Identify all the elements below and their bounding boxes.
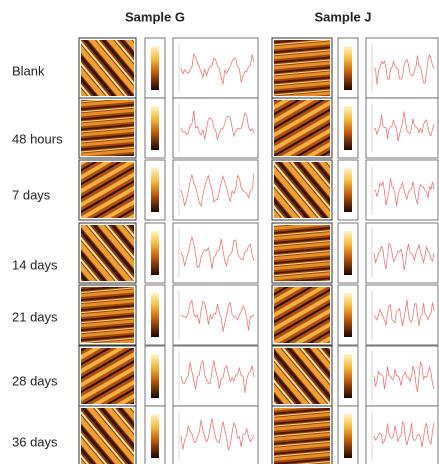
afm-image [274,408,330,464]
profile-frame [172,159,259,221]
row-label: 36 days [12,434,58,449]
profile-line [180,418,255,451]
row: 48 hours [12,97,439,159]
afm-image [274,348,330,404]
colorbar [151,231,159,275]
row-label: Blank [12,63,45,78]
profile-line [373,242,435,271]
column-header: Sample G [125,9,185,24]
row-label: 14 days [12,257,58,272]
rows: Blank 48 hours 7 days 14 days 21 days 28 days… [12,37,439,464]
profile-line [180,359,255,394]
colorbar [344,46,352,90]
column-header: Sample J [314,9,371,24]
profile-frame [172,405,259,464]
row-label: 48 hours [12,131,63,146]
profile-line [180,299,255,332]
afm-image [81,287,134,343]
colorbar [151,293,159,337]
afm-image [274,225,330,281]
row-label: 21 days [12,309,58,324]
profile-line [373,420,435,448]
afm-image [81,162,134,218]
profile-line [373,111,435,142]
colorbar [151,46,159,90]
afm-image [81,348,134,404]
afm-image [274,40,330,96]
profile-line [180,52,255,85]
row-label: 28 days [12,373,58,388]
profile-frame [365,37,439,99]
profile-line [373,178,435,207]
colorbar [344,354,352,398]
profile-line [180,235,255,270]
colorbar [344,231,352,275]
colorbar [344,168,352,212]
profile-frame [172,284,259,346]
afm-image [274,287,330,343]
profile-frame [365,405,439,464]
row: 7 days [12,159,439,221]
profile-line [373,361,435,393]
row: Blank [12,37,439,99]
afm-image [81,408,134,464]
profile-frame [172,97,259,159]
afm-image [81,100,134,156]
profile-line [180,110,255,140]
afm-image [274,162,330,218]
profile-frame [365,284,439,346]
colorbar [151,414,159,458]
profile-line [180,173,255,207]
profile-line [373,53,435,85]
row: 36 days [12,405,439,464]
afm-image [274,100,330,156]
profile-frame [365,97,439,159]
colorbar [151,354,159,398]
profile-frame [365,159,439,221]
column-headers: Sample G Sample J [125,9,372,24]
afm-image [81,40,134,96]
profile-frame [172,345,259,407]
profile-frame [172,222,259,284]
row: 14 days [12,222,439,284]
row: 21 days [12,284,439,346]
row: 28 days [12,345,439,407]
colorbar [344,293,352,337]
afm-image [81,225,134,281]
colorbar [344,414,352,458]
profile-frame [172,37,259,99]
colorbar [151,168,159,212]
colorbar [344,106,352,150]
colorbar [151,106,159,150]
row-label: 7 days [12,187,51,202]
profile-line [373,299,435,327]
